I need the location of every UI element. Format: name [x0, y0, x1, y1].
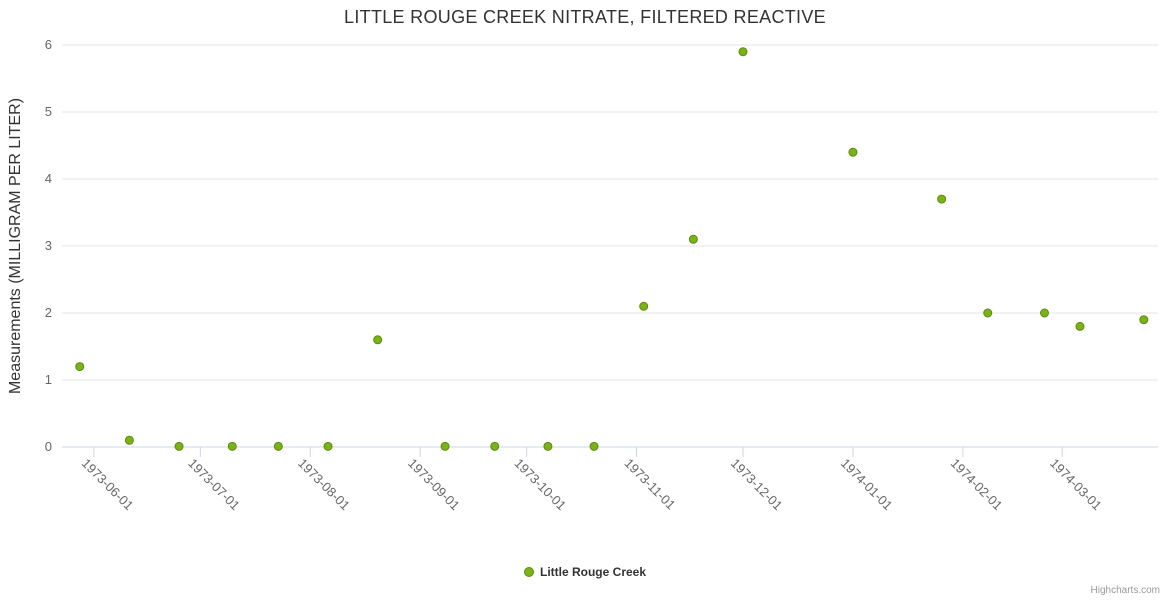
- legend-label: Little Rouge Creek: [539, 565, 647, 579]
- legend-marker-icon: [523, 567, 534, 577]
- series-layer: [75, 47, 1149, 451]
- data-point[interactable]: [639, 301, 649, 311]
- y-axis-tick-label: 6: [45, 37, 52, 52]
- x-axis-tick-label: 1973-12-01: [728, 456, 786, 514]
- data-point[interactable]: [490, 441, 500, 451]
- grid-layer: [62, 44, 1158, 448]
- axis-layer: 0 1 2 3 4 5 6 1973-06-01 1973-07-01 1973-08-01 197…: [45, 37, 1158, 513]
- data-point[interactable]: [323, 441, 333, 451]
- data-point[interactable]: [848, 147, 858, 157]
- data-point[interactable]: [1139, 315, 1149, 325]
- chart-title: LITTLE ROUGE CREEK NITRATE, FILTERED REA…: [344, 7, 826, 27]
- y-axis-title: Measurements (MILLIGRAM PER LITER): [7, 98, 24, 394]
- x-axis-tick-label: 1973-06-01: [79, 456, 137, 514]
- highcharts-credits-link[interactable]: Highcharts.com: [1090, 585, 1160, 596]
- legend-item-little-rouge-creek[interactable]: Little Rouge Creek: [523, 565, 647, 579]
- x-axis-tick-label: 1973-11-01: [621, 456, 678, 513]
- y-axis-tick-label: 0: [45, 439, 52, 454]
- x-axis-tick-label: 1973-10-01: [512, 456, 570, 514]
- data-point[interactable]: [738, 47, 748, 57]
- x-axis-tick-label: 1974-01-01: [838, 456, 896, 514]
- x-axis-tick-label: 1973-09-01: [405, 456, 463, 514]
- data-point[interactable]: [227, 441, 237, 451]
- data-point[interactable]: [75, 362, 85, 372]
- x-axis-tick-label: 1974-02-01: [948, 456, 1006, 514]
- y-axis-tick-label: 3: [45, 238, 52, 253]
- y-axis-tick-label: 1: [45, 372, 52, 387]
- data-point[interactable]: [1075, 321, 1085, 331]
- data-point[interactable]: [124, 435, 134, 445]
- data-point[interactable]: [174, 441, 184, 451]
- x-axis-tick-label: 1973-08-01: [295, 456, 353, 514]
- x-axis-tick-label: 1973-07-01: [185, 456, 243, 514]
- data-point[interactable]: [937, 194, 947, 204]
- y-axis-tick-label: 2: [45, 305, 52, 320]
- data-point[interactable]: [373, 335, 383, 345]
- data-point[interactable]: [589, 441, 599, 451]
- y-axis-tick-label: 4: [45, 171, 52, 186]
- legend: Little Rouge Creek: [0, 565, 1170, 579]
- data-point[interactable]: [688, 234, 698, 244]
- y-axis-tick-label: 5: [45, 104, 52, 119]
- data-point[interactable]: [440, 441, 450, 451]
- data-point[interactable]: [1039, 308, 1049, 318]
- data-point[interactable]: [543, 441, 553, 451]
- data-point[interactable]: [273, 441, 283, 451]
- data-point[interactable]: [983, 308, 993, 318]
- x-axis-tick-label: 1974-03-01: [1047, 456, 1105, 514]
